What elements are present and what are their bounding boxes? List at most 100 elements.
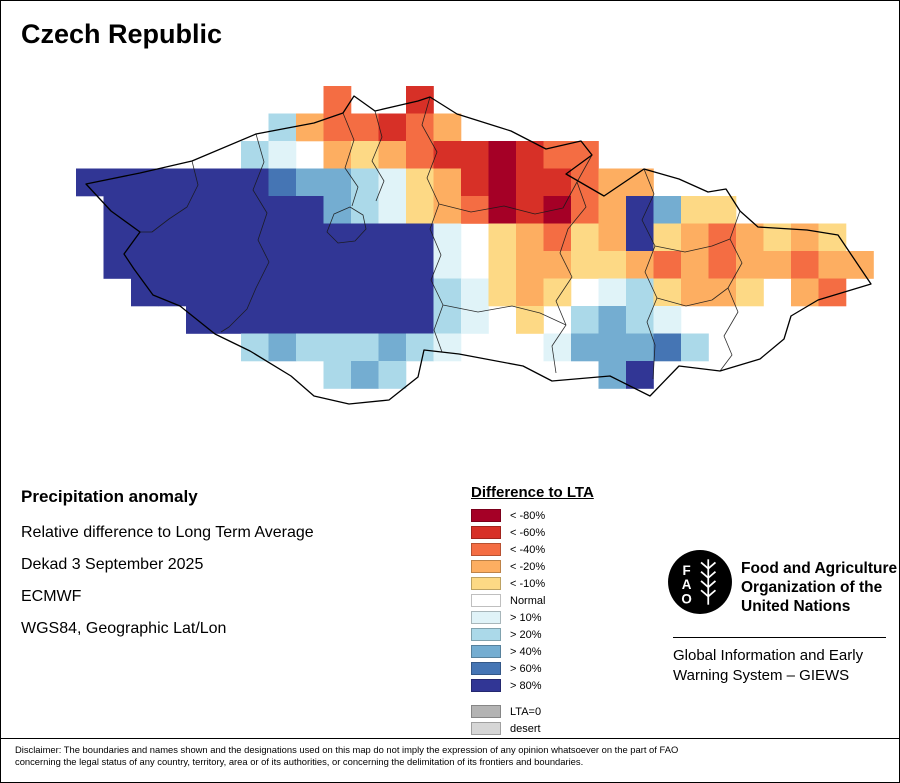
legend-item: Normal — [471, 594, 631, 607]
map-cell — [131, 196, 159, 224]
map-cell — [323, 251, 352, 279]
fao-logo-letter-o: O — [681, 592, 691, 607]
map-cell — [598, 223, 627, 252]
map-cell — [103, 251, 132, 279]
map-cell — [351, 306, 379, 334]
fao-org-name-line: Food and Agriculture — [741, 560, 898, 577]
map-cell — [351, 223, 379, 252]
map-cell — [488, 141, 517, 169]
map-cell — [598, 361, 627, 389]
map-cell — [323, 361, 352, 389]
map-cell — [433, 306, 462, 334]
admin-boundaries — [140, 96, 743, 380]
map-cell — [186, 278, 214, 307]
map-cell — [158, 251, 187, 279]
map-cell — [406, 113, 434, 142]
map-cell — [323, 86, 352, 114]
map-cell — [598, 306, 627, 334]
wheat-ear-icon — [700, 559, 717, 605]
map-cell — [378, 223, 407, 252]
map-cell — [323, 278, 352, 307]
legend-swatch — [471, 611, 501, 624]
legend-swatch — [471, 577, 501, 590]
fao-logo-letter-a: A — [682, 577, 692, 592]
map-cell — [351, 333, 379, 362]
legend-item: > 60% — [471, 662, 631, 675]
map-cell — [241, 251, 269, 279]
map-cell — [241, 168, 269, 197]
legend-item: < -80% — [471, 509, 631, 522]
map-cell — [213, 251, 242, 279]
fao-logo: F A O — [668, 550, 732, 614]
fao-org-name: Food and Agriculture Organization of the… — [741, 559, 899, 616]
legend-item: < -20% — [471, 560, 631, 573]
map-cell — [158, 223, 187, 252]
map-cell — [213, 223, 242, 252]
map-cell — [626, 333, 654, 362]
map-cell — [626, 278, 654, 307]
legend-swatch — [471, 705, 501, 718]
map-cell — [296, 306, 324, 334]
map-cell — [433, 251, 462, 279]
map-cell — [406, 141, 434, 169]
fao-logo-disc — [668, 550, 732, 614]
info-line-dekad: Dekad 3 September 2025 — [21, 556, 204, 573]
map-cell — [736, 223, 764, 252]
legend-label: < -10% — [510, 577, 546, 590]
map-cell — [433, 196, 462, 224]
map-cell — [763, 251, 792, 279]
info-heading: Precipitation anomaly — [21, 487, 198, 506]
giews-caption: Global Information and Early Warning Sys… — [673, 646, 899, 686]
map-cell — [571, 306, 599, 334]
legend-title: Difference to LTA — [471, 484, 594, 501]
map-cell — [626, 361, 654, 389]
map-cell — [351, 361, 379, 389]
giews-line: Warning System – GIEWS — [673, 667, 850, 684]
map-cell — [351, 196, 379, 224]
map-cell — [626, 251, 654, 279]
map-cell — [268, 306, 297, 334]
map-cell — [681, 196, 709, 224]
map-cell — [323, 141, 352, 169]
map-cell — [213, 306, 242, 334]
map-cell — [158, 168, 187, 197]
map-cell — [681, 223, 709, 252]
map-cell — [488, 223, 517, 252]
map-cell — [598, 168, 627, 197]
map-cell — [186, 196, 214, 224]
map-cell — [241, 306, 269, 334]
map-cell — [461, 168, 489, 197]
map-cell — [818, 251, 847, 279]
map-cell — [241, 223, 269, 252]
map-cell — [241, 333, 269, 362]
map-cell — [268, 251, 297, 279]
map-cell — [131, 223, 159, 252]
map-cell — [131, 168, 159, 197]
legend-label: > 20% — [510, 628, 542, 641]
map-cell — [681, 251, 709, 279]
legend-items: < -80% < -60% < -40% < -20% < -10% Normal > 10… — [471, 509, 631, 692]
legend-item: desert — [471, 722, 631, 735]
legend-item: < -40% — [471, 543, 631, 556]
legend-label: Normal — [510, 594, 546, 607]
legend-item: > 40% — [471, 645, 631, 658]
map-info-block: Precipitation anomaly Relative differenc… — [21, 487, 451, 652]
map-cell — [543, 141, 572, 169]
map-cell — [653, 333, 682, 362]
map-cell — [488, 278, 517, 307]
map-cell — [433, 113, 462, 142]
disclaimer-line: concerning the legal status of any count… — [15, 755, 584, 767]
legend-label: > 80% — [510, 679, 542, 692]
map-cell — [406, 168, 434, 197]
info-line-method: Relative difference to Long Term Average — [21, 524, 314, 541]
map-cell — [708, 251, 737, 279]
disclaimer: Disclaimer: The boundaries and names sho… — [1, 738, 899, 782]
legend-swatch — [471, 628, 501, 641]
disclaimer-line: Disclaimer: The boundaries and names sho… — [15, 744, 679, 755]
map-cell — [791, 251, 819, 279]
map-cell — [323, 168, 352, 197]
map-cell — [186, 223, 214, 252]
legend-swatch — [471, 509, 501, 522]
legend-swatch — [471, 679, 501, 692]
